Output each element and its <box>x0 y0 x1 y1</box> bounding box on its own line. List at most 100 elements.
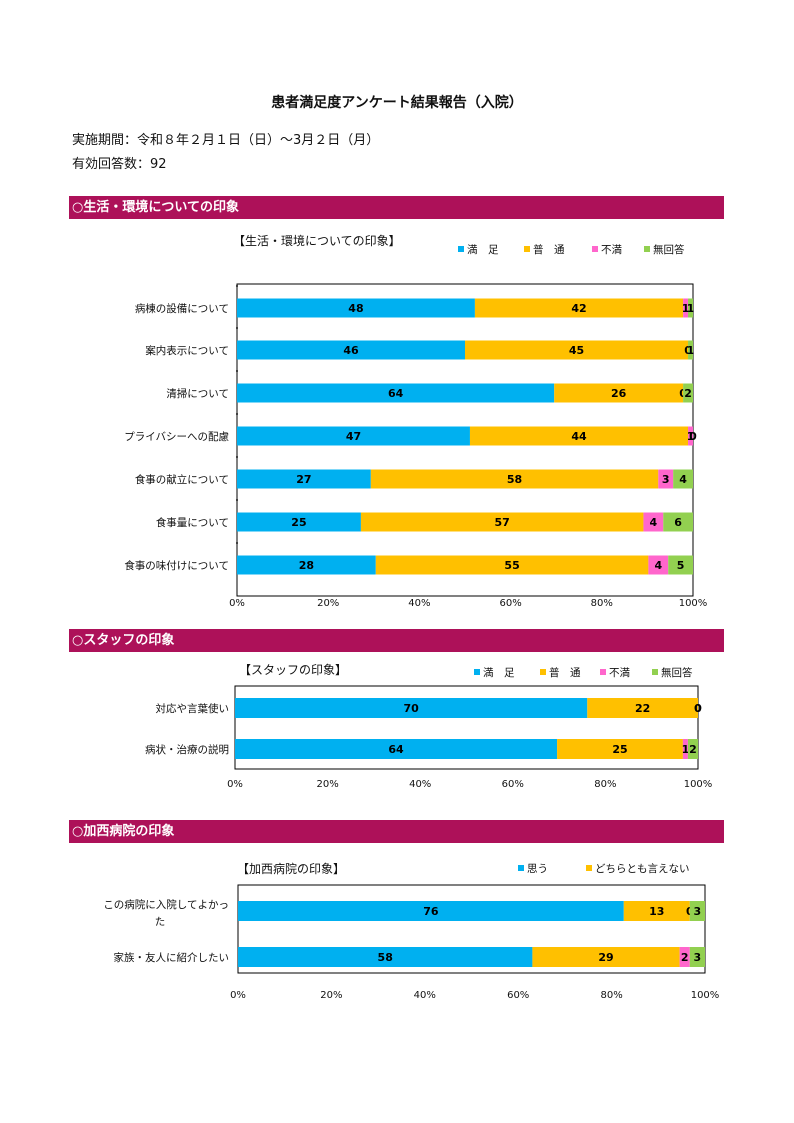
legend-label: 普 通 <box>533 243 565 256</box>
bar-segment <box>668 555 693 575</box>
bar-value-label: 45 <box>569 344 584 357</box>
bar-value-label: 42 <box>571 302 586 315</box>
bar-value-label: 13 <box>649 905 664 918</box>
chart-svg: 【スタッフの印象】満 足普 通不満 無回答対応や言葉使い 70 22 00病状・治療の説… <box>145 663 712 790</box>
bar-segment <box>370 469 659 489</box>
bar-value-label: 0 <box>689 430 697 443</box>
bar-value-label: 25 <box>612 743 627 756</box>
legend-swatch <box>600 669 606 675</box>
bar-value-label: 4 <box>650 516 658 529</box>
x-tick-label: 0% <box>229 598 245 609</box>
x-tick-label: 40% <box>409 779 431 790</box>
bar-value-label: 46 <box>343 344 359 357</box>
bar-value-label: 55 <box>504 559 519 572</box>
x-tick-label: 80% <box>600 990 622 1001</box>
chart-svg: 【加西病院の印象】思うどちらとも言えないこの病院に入院してよかった761303家… <box>103 861 719 1001</box>
legend-swatch <box>586 865 592 871</box>
legend-swatch <box>540 669 546 675</box>
bar-segment <box>557 739 683 759</box>
bar-segment <box>587 698 698 718</box>
bar-segment <box>532 947 680 967</box>
bar-value-label: 70 <box>403 702 419 715</box>
bar-value-label: 26 <box>611 387 627 400</box>
x-tick-label: 60% <box>499 598 521 609</box>
x-tick-label: 60% <box>507 990 529 1001</box>
legend-label: 満 足 <box>467 244 499 256</box>
bar-segment <box>679 947 690 967</box>
x-tick-label: 20% <box>320 990 342 1001</box>
section-heading-staff: ○スタッフの印象 <box>69 629 724 652</box>
section-heading-hospital: ○加西病院の印象 <box>69 820 724 843</box>
category-label: 案内表示について <box>145 344 229 357</box>
bar-segment <box>238 947 533 967</box>
x-tick-label: 0% <box>227 779 243 790</box>
section-heading-environment: ○生活・環境についての印象 <box>69 196 724 219</box>
bar-segment <box>648 555 669 575</box>
chart-title: 【スタッフの印象】 <box>239 663 347 677</box>
bar-segment <box>235 739 558 759</box>
bar-value-label: 0 <box>694 702 702 715</box>
bar-value-label: 58 <box>507 473 522 486</box>
bar-segment <box>688 426 693 446</box>
bar-segment <box>235 698 588 718</box>
legend-label: 不満 <box>609 667 630 679</box>
bar-value-label: 22 <box>635 702 650 715</box>
category-label: 食事の味付けについて <box>124 559 229 572</box>
legend-swatch <box>518 865 524 871</box>
legend-label: 普 通 <box>549 666 581 679</box>
bar-value-label: 48 <box>348 302 363 315</box>
bar-segment <box>237 298 475 318</box>
bar-value-label: 64 <box>388 743 404 756</box>
bar-value-label: 25 <box>291 516 306 529</box>
x-tick-label: 40% <box>408 598 430 609</box>
bar-value-label: 3 <box>662 473 670 486</box>
response-count: 有効回答数：92 <box>72 157 167 172</box>
category-label: 食事量について <box>156 516 229 529</box>
bar-value-label: 57 <box>495 516 510 529</box>
bar-value-label: 2 <box>681 951 689 964</box>
x-tick-label: 60% <box>502 779 524 790</box>
bar-segment <box>683 298 689 318</box>
category-label: 清掃について <box>166 387 229 400</box>
bar-segment <box>360 512 644 532</box>
chart-svg: 【生活・環境についての印象】満 足普 通不満 無回答病棟の設備について 48 42 11… <box>124 233 707 609</box>
legend-label: どちらとも言えない <box>595 862 690 875</box>
bar-segment <box>237 426 470 446</box>
category-label-wrap: た <box>155 916 166 928</box>
bar-segment <box>237 555 376 575</box>
bar-segment <box>237 469 371 489</box>
report-title: 患者満足度アンケート結果報告（入院） <box>271 95 523 111</box>
bar-segment <box>688 298 693 318</box>
bar-segment <box>623 901 690 921</box>
category-label: 病棟の設備について <box>135 302 229 315</box>
x-tick-label: 20% <box>317 598 339 609</box>
category-label: 対応や言葉使い <box>156 702 230 715</box>
bar-value-label: 5 <box>677 559 685 572</box>
bar-segment <box>554 383 684 403</box>
category-label: 病状・治療の説明 <box>145 743 229 756</box>
bar-value-label: 1 <box>687 302 695 315</box>
bar-value-label: 58 <box>378 951 393 964</box>
bar-value-label: 29 <box>598 951 613 964</box>
bar-value-label: 6 <box>674 516 682 529</box>
plot-frame <box>237 884 706 974</box>
bar-value-label: 27 <box>296 473 311 486</box>
bar-value-label: 1 <box>682 302 690 315</box>
category-label: この病院に入院してよかっ <box>103 898 229 911</box>
bar-value-label: 4 <box>654 559 662 572</box>
bar-value-label: 28 <box>299 559 314 572</box>
bar-segment <box>474 298 684 318</box>
bar-segment <box>687 739 698 759</box>
x-tick-label: 80% <box>591 598 613 609</box>
bar-value-label: 0 <box>694 702 702 715</box>
category-label: 家族・友人に紹介したい <box>114 951 230 964</box>
x-tick-label: 40% <box>414 990 436 1001</box>
legend-swatch <box>474 669 480 675</box>
bar-segment <box>682 739 688 759</box>
survey-period: 実施期間：令和８年２月１日（日）～3月２日（月） <box>72 133 380 148</box>
bar-segment <box>375 555 649 575</box>
plot-frame <box>234 685 699 770</box>
x-tick-label: 80% <box>594 779 616 790</box>
bar-segment <box>465 340 689 360</box>
bar-segment <box>643 512 664 532</box>
